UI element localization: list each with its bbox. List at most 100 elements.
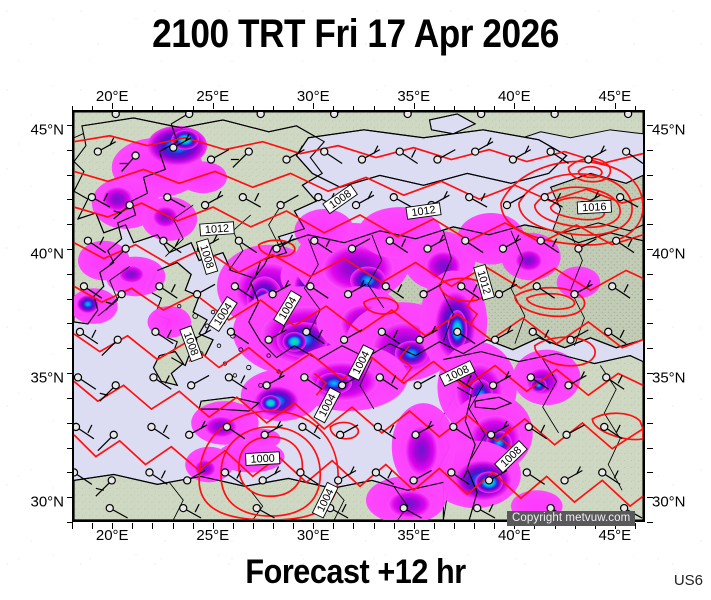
tick-lat-right-36.2 — [647, 348, 653, 350]
axis-label-lat-30-rgt: 30°N — [652, 493, 686, 511]
tick-lon-top-36 — [433, 106, 435, 112]
tick-lon-top-27 — [252, 106, 254, 112]
tick-lon-bottom-24 — [192, 523, 194, 529]
copyright-badge: Copyright metvuw.com — [507, 511, 636, 526]
tick-lon-top-34 — [393, 106, 395, 112]
axis-label-lon-25-top: 25°E — [196, 88, 230, 105]
weather-map[interactable]: 1012 1012 1012 1016 1008 1008 1008 1008 1008 1004… — [72, 110, 645, 522]
tick-lat-right-31.2 — [647, 472, 653, 474]
tick-lat-left-44.2 — [67, 149, 73, 151]
tick-lon-bottom-37 — [454, 523, 455, 529]
tick-lat-left-29.2 — [67, 522, 73, 523]
axis-label-lat-35-rgt: 35°N — [652, 369, 686, 387]
tick-lon-top-42 — [554, 106, 556, 112]
model-tag: US6 — [673, 572, 703, 589]
tick-lat-right-37.2 — [647, 323, 653, 325]
isobar-label-1012-0: 1012 — [199, 221, 235, 237]
tick-lon-top-41 — [534, 106, 536, 112]
isobar-label-text: 1012 — [205, 223, 230, 237]
tick-lon-bottom-38 — [474, 523, 476, 529]
tick-lat-right-44.2 — [647, 149, 653, 151]
tick-lat-right-41.2 — [647, 224, 653, 226]
axis-label-lon-30-top: 30°E — [296, 88, 330, 105]
tick-lat-right-43.2 — [647, 174, 653, 176]
tick-lat-left-31.2 — [67, 472, 73, 474]
tick-lat-right-29.2 — [647, 522, 653, 523]
tick-lon-top-39 — [494, 106, 496, 112]
tick-lon-top-19 — [92, 106, 94, 112]
tick-lat-right-33.2 — [647, 422, 653, 424]
page-title: 2100 TRT Fri 17 Apr 2026 — [152, 12, 559, 56]
weather-map-canvas: 1012101210121016100810081008100810081004… — [74, 112, 643, 520]
tick-lon-bottom-34 — [393, 523, 395, 529]
tick-lon-top-24 — [192, 106, 194, 112]
tick-lon-top-33 — [373, 106, 375, 112]
tick-lon-bottom-28 — [273, 523, 275, 529]
tick-lat-left-42.2 — [67, 199, 73, 201]
tick-lat-left-39.2 — [67, 273, 73, 275]
tick-lon-top-32 — [353, 106, 355, 112]
tick-lon-top-46 — [634, 106, 636, 112]
tick-lon-bottom-39 — [494, 523, 496, 529]
tick-lat-right-34.2 — [647, 397, 653, 399]
tick-lat-left-32.2 — [67, 447, 73, 449]
tick-lon-top-26 — [232, 106, 234, 112]
tick-lon-top-18 — [72, 106, 73, 112]
forecast-caption: Forecast +12 hr — [245, 553, 466, 591]
axis-label-lon-35-top: 35°E — [397, 88, 431, 105]
tick-lat-left-30.2 — [67, 497, 73, 499]
tick-lon-bottom-36 — [433, 523, 435, 529]
axis-label-lat-35-lft: 35°N — [30, 369, 64, 387]
tick-lon-top-21 — [132, 106, 134, 112]
tick-lon-bottom-33 — [373, 523, 375, 529]
tick-lon-top-44 — [594, 106, 596, 112]
tick-lon-bottom-29 — [293, 523, 295, 529]
tick-lon-bottom-19 — [92, 523, 94, 529]
isobar-label-1000-14: 1000 — [245, 451, 281, 466]
tick-lon-bottom-23 — [172, 523, 174, 529]
axis-label-lat-45-lft: 45°N — [30, 121, 64, 139]
tick-lon-top-43 — [574, 106, 576, 112]
axis-label-lat-45-rgt: 45°N — [652, 121, 686, 139]
tick-lat-left-40.2 — [67, 248, 73, 250]
tick-lat-right-38.2 — [647, 298, 653, 300]
tick-lat-left-43.2 — [67, 174, 73, 176]
tick-lat-left-37.2 — [67, 323, 73, 325]
tick-lon-top-31 — [333, 106, 335, 112]
axis-label-lon-35-bot: 35°E — [397, 527, 431, 544]
tick-lon-top-29 — [293, 106, 295, 112]
axis-label-lat-40-lft: 40°N — [30, 245, 64, 263]
tick-lon-top-38 — [474, 106, 476, 112]
axis-label-lon-45-bot: 45°E — [598, 527, 632, 544]
axis-label-lon-30-bot: 30°E — [296, 527, 330, 544]
tick-lon-bottom-32 — [353, 523, 355, 529]
tick-lon-top-22 — [152, 106, 154, 112]
tick-lat-left-36.2 — [67, 348, 73, 350]
tick-lon-bottom-27 — [252, 523, 254, 529]
tick-lat-right-39.2 — [647, 273, 653, 275]
tick-lat-left-41.2 — [67, 224, 73, 226]
tick-lon-bottom-26 — [232, 523, 234, 529]
axis-label-lon-45-top: 45°E — [598, 88, 632, 105]
tick-lat-right-32.2 — [647, 447, 653, 449]
tick-lon-bottom-18 — [72, 523, 73, 529]
tick-lat-left-38.2 — [67, 298, 73, 300]
tick-lon-bottom-21 — [132, 523, 134, 529]
axis-label-lon-20-bot: 20°E — [95, 527, 129, 544]
tick-lon-top-37 — [454, 106, 455, 112]
tick-lat-left-35.2 — [67, 373, 73, 375]
tick-lon-top-28 — [273, 106, 275, 112]
axis-label-lon-25-bot: 25°E — [196, 527, 230, 544]
axis-label-lat-40-rgt: 40°N — [652, 245, 686, 263]
tick-lat-left-45.2 — [67, 124, 73, 126]
axis-label-lon-20-top: 20°E — [95, 88, 129, 105]
axis-label-lat-30-lft: 30°N — [30, 493, 64, 511]
axis-label-lon-40-bot: 40°E — [497, 527, 531, 544]
isobar-label-text: 1000 — [250, 453, 275, 466]
tick-lon-bottom-22 — [152, 523, 154, 529]
tick-lon-bottom-31 — [333, 523, 335, 529]
tick-lat-left-33.2 — [67, 422, 73, 424]
tick-lon-top-23 — [172, 106, 174, 112]
isobar-label-text: 1016 — [582, 201, 607, 214]
axis-label-lon-40-top: 40°E — [497, 88, 531, 105]
